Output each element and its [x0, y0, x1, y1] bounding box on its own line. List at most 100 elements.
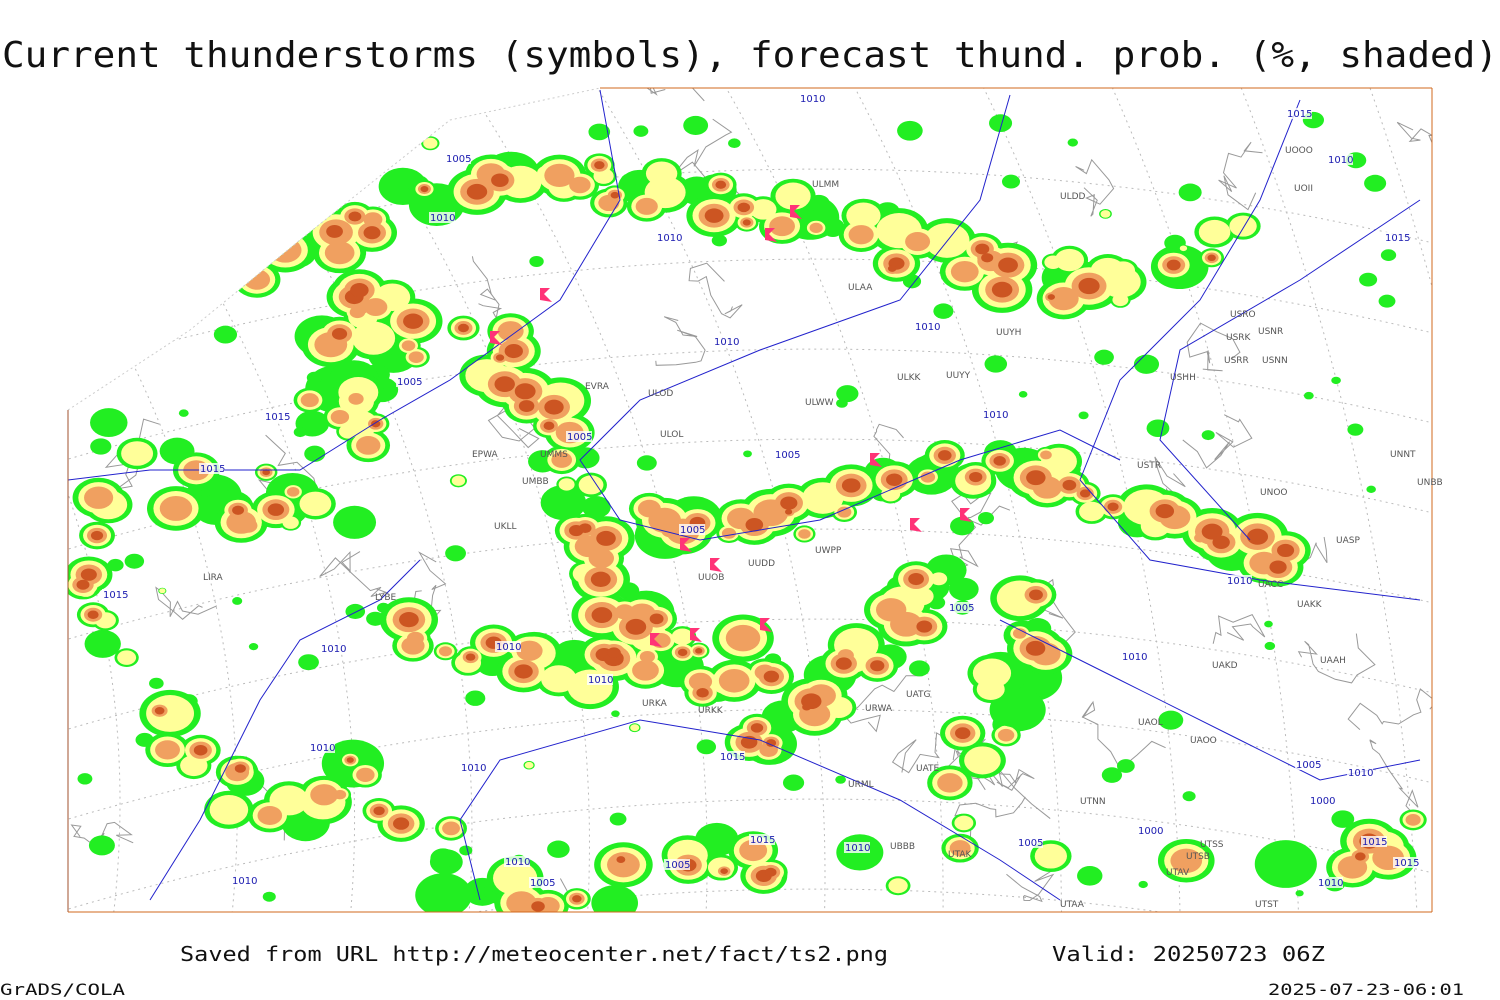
station-label: USTR: [1137, 461, 1161, 471]
isobar: [1159, 199, 1421, 541]
prob-shade: [1207, 254, 1216, 262]
prob-shade: [972, 658, 1012, 688]
prob-shade: [591, 885, 639, 912]
border: [1186, 322, 1241, 372]
isobar-label: 1005: [446, 154, 471, 165]
prob-shade: [514, 664, 533, 679]
station-label: LYBE: [375, 593, 396, 603]
prob-shade: [1047, 294, 1055, 300]
isobar-label-bg: [719, 751, 745, 762]
prob-shade: [763, 670, 780, 683]
prob-shade: [1303, 391, 1314, 400]
graticule: [319, 88, 590, 912]
prob-shade: [494, 376, 515, 393]
isobar-label-bg: [1121, 651, 1147, 662]
prob-shade: [232, 597, 243, 605]
prob-shade: [1026, 470, 1046, 486]
station-label: UTNN: [1080, 797, 1106, 807]
isobar-label-bg: [844, 842, 870, 853]
prob-shade: [991, 281, 1013, 298]
prob-shade: [516, 640, 543, 661]
station-label: UAOO: [1190, 736, 1217, 746]
prob-shade: [711, 234, 727, 247]
prob-shade: [1264, 641, 1276, 651]
prob-shade: [1111, 261, 1136, 280]
prob-shade: [544, 399, 564, 415]
prob-shade: [399, 612, 419, 628]
isobar-label: 1000: [1138, 826, 1163, 837]
prob-shade: [242, 140, 255, 150]
prob-shade: [593, 168, 614, 184]
prob-shade: [262, 469, 271, 476]
prob-shade: [331, 328, 348, 340]
prob-shade: [1078, 411, 1089, 420]
isobar-label: 1015: [1394, 858, 1419, 869]
prob-shade: [993, 456, 1006, 466]
border: [70, 821, 134, 845]
prob-shade: [801, 693, 822, 710]
prob-shade: [529, 255, 544, 268]
isobar-label: 1005: [949, 603, 974, 614]
station-label: UTAA: [1060, 900, 1085, 910]
prob-shade: [924, 223, 970, 258]
prob-shade: [338, 424, 358, 439]
prob-shade: [1179, 245, 1188, 252]
prob-shade: [749, 199, 777, 220]
prob-shade: [728, 138, 741, 149]
timestamp: 2025-07-23-06:01: [1268, 980, 1464, 999]
prob-shade: [610, 191, 620, 199]
border: [655, 316, 706, 366]
prob-shade: [135, 732, 154, 747]
prob-shade: [950, 260, 979, 283]
station-label: UUOB: [698, 573, 724, 583]
isobar-label-bg: [1384, 232, 1410, 243]
isobar-label-bg: [1226, 575, 1252, 586]
prob-shade: [969, 471, 983, 483]
prob-shade: [1277, 543, 1295, 558]
prob-shade: [739, 839, 768, 862]
station-label: UTSB: [1186, 852, 1210, 862]
map-area: [68, 88, 1432, 912]
station-label: UTST: [1255, 900, 1279, 910]
prob-shade: [149, 677, 164, 689]
station-label: UNOO: [1260, 488, 1288, 498]
prob-shade: [88, 835, 115, 856]
prob-shade: [366, 611, 385, 626]
thunder-symbol: [540, 288, 552, 302]
prob-shade: [518, 400, 535, 412]
isobar-label: 1010: [845, 843, 870, 854]
prob-shade: [408, 351, 424, 364]
isobar-label: 1010: [915, 322, 940, 333]
prob-shade: [569, 176, 591, 194]
prob-shade: [997, 728, 1015, 742]
isobar-label-bg: [566, 431, 592, 442]
prob-shade: [211, 230, 266, 273]
isobar-label-bg: [199, 463, 225, 474]
graticule: [68, 88, 121, 912]
station-label: UAKK: [1297, 600, 1323, 610]
prob-shade: [330, 409, 350, 425]
isobar-label: 1005: [1018, 838, 1043, 849]
prob-shade: [1054, 248, 1085, 272]
prob-shade: [1078, 277, 1100, 295]
prob-shade: [837, 506, 852, 518]
prob-shade: [106, 160, 127, 176]
prob-shade: [90, 530, 104, 541]
prob-shade: [1359, 272, 1378, 287]
border: [967, 768, 1051, 819]
isobar-label-bg: [982, 409, 1008, 420]
graticule: [68, 168, 1432, 301]
prob-shade: [376, 602, 391, 613]
station-label: UAOL: [1138, 718, 1163, 728]
prob-shade: [1079, 489, 1091, 498]
isobar-label: 1010: [714, 337, 739, 348]
station-label: USNN: [1262, 356, 1288, 366]
thunder-symbol: [765, 228, 777, 242]
station-label: UASP: [1336, 536, 1360, 546]
station-label: UTAV: [1166, 868, 1190, 878]
isobar-label: 1005: [1296, 760, 1321, 771]
prob-shade: [677, 648, 688, 657]
graticule: [1229, 88, 1421, 912]
prob-shade: [248, 643, 259, 651]
